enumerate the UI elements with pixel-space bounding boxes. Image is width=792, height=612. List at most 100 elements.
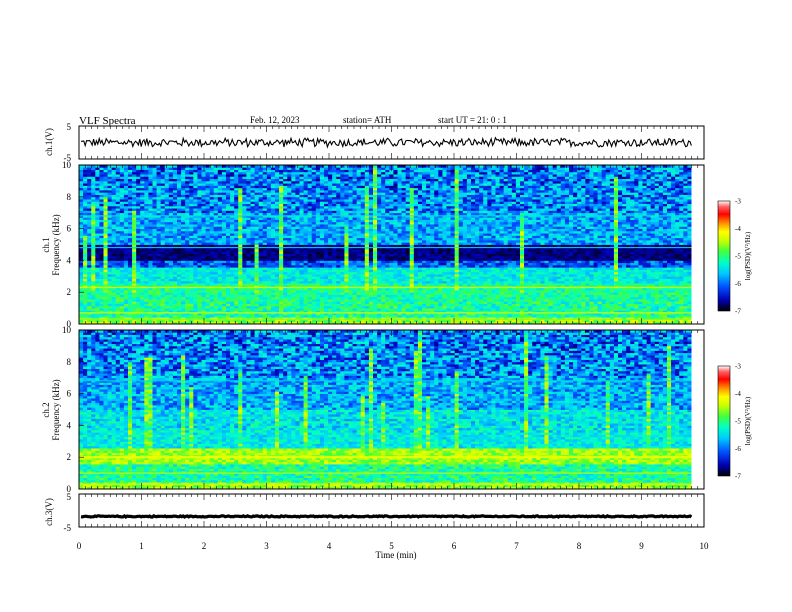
- spectrogram-cell: [352, 276, 358, 279]
- spectrogram-cell: [144, 187, 149, 191]
- spectrogram-cell: [332, 317, 337, 320]
- spectrogram-cell: [181, 235, 186, 239]
- spectrogram-cell: [83, 233, 88, 236]
- spectrogram-cell: [193, 321, 198, 325]
- spectrogram-cell: [132, 299, 137, 302]
- spectrogram-cell: [246, 235, 251, 239]
- spectrogram-cell: [119, 299, 125, 302]
- spectrogram-cell: [299, 296, 304, 300]
- spectrogram-cell: [295, 237, 300, 241]
- spectrogram-cell: [185, 167, 190, 170]
- spectrogram-cell: [205, 201, 211, 205]
- spectrogram-cell: [352, 237, 358, 241]
- spectrogram-cell: [275, 296, 280, 300]
- spectrogram-cell: [144, 185, 149, 189]
- spectrogram-cell: [238, 192, 243, 195]
- spectrogram-cell: [319, 178, 325, 182]
- spectrogram-cell: [144, 167, 149, 170]
- spectrogram-cell: [148, 280, 153, 284]
- spectrogram-cell: [319, 321, 325, 325]
- spectrogram-cell: [119, 258, 125, 261]
- spectrogram-cell: [209, 267, 215, 270]
- spectrogram-cell: [213, 171, 219, 175]
- spectrogram-cell: [115, 303, 121, 307]
- spectrogram-cell: [230, 212, 235, 216]
- spectrogram-cell: [283, 314, 288, 318]
- spectrogram-cell: [324, 230, 329, 234]
- spectrogram-cell: [205, 260, 211, 264]
- spectrogram-cell: [324, 192, 329, 195]
- spectrogram-cell: [181, 192, 186, 195]
- spectrogram-cell: [152, 303, 157, 307]
- spectrogram-cell: [295, 303, 300, 307]
- spectrogram-cell: [221, 226, 227, 229]
- spectrogram-cell: [283, 219, 288, 223]
- spectrogram-cell: [144, 310, 149, 314]
- spectrogram-cell: [181, 296, 186, 300]
- spectrogram-cell: [213, 253, 219, 257]
- spectrogram-cell: [287, 187, 292, 191]
- spectrogram-cell: [99, 169, 104, 173]
- spectrogram-cell: [319, 212, 325, 216]
- spectrogram-cell: [152, 253, 157, 257]
- spectrogram-cell: [177, 224, 182, 227]
- spectrogram-cell: [201, 276, 206, 279]
- spectrogram-cell: [107, 178, 113, 182]
- spectrogram-cell: [193, 308, 198, 311]
- spectrogram-cell: [177, 239, 182, 243]
- spectrogram-cell: [140, 228, 145, 232]
- spectrogram-cell: [217, 183, 223, 186]
- spectrogram-cell: [258, 271, 264, 275]
- spectrogram-cell: [181, 171, 186, 175]
- spectrogram-cell: [319, 185, 325, 189]
- spectrogram-cell: [226, 249, 231, 252]
- spectrogram-cell: [79, 183, 84, 186]
- spectrogram-cell: [185, 180, 190, 184]
- spectrogram-cell: [115, 283, 121, 286]
- spectrogram-cell: [172, 212, 178, 216]
- spectrogram-cell: [164, 208, 170, 211]
- spectrogram-cell: [156, 194, 162, 198]
- spectrogram-cell: [279, 226, 284, 229]
- spectrogram-cell: [111, 217, 117, 220]
- spectrogram-cell: [107, 303, 113, 307]
- spectrogram-cell: [160, 239, 166, 243]
- spectrogram-cell: [238, 221, 243, 225]
- spectrogram-cell: [238, 319, 243, 323]
- spectrogram-cell: [340, 253, 345, 257]
- spectrogram-cell: [295, 174, 300, 177]
- spectrogram-cell: [87, 171, 92, 175]
- spectrogram-cell: [217, 299, 223, 302]
- spectrogram-cell: [262, 167, 268, 170]
- spectrogram-cell: [283, 192, 288, 195]
- spectrogram-cell: [352, 303, 358, 307]
- spectrogram-cell: [193, 242, 198, 245]
- spectrogram-cell: [123, 321, 129, 325]
- spectrogram-cell: [226, 174, 231, 177]
- spectrogram-cell: [311, 251, 317, 254]
- spectrogram-cell: [107, 274, 113, 277]
- spectrogram-cell: [201, 308, 206, 311]
- spectrogram-cell: [352, 221, 358, 225]
- spectrogram-cell: [213, 189, 219, 193]
- spectrogram-cell: [213, 319, 219, 323]
- spectrogram-cell: [181, 251, 186, 254]
- spectrogram-cell: [103, 296, 108, 300]
- spectrogram-cell: [328, 267, 333, 270]
- spectrogram-cell: [217, 280, 223, 284]
- spectrogram-cell: [266, 237, 272, 241]
- spectrogram-cell: [250, 287, 255, 291]
- spectrogram-cell: [221, 180, 227, 184]
- spectrogram-cell: [254, 185, 260, 189]
- spectrogram-cell: [201, 249, 206, 252]
- spectrogram-cell: [266, 235, 272, 239]
- spectrogram-cell: [172, 267, 178, 270]
- spectrogram-cell: [315, 296, 321, 300]
- spectrogram-cell: [172, 274, 178, 277]
- spectrogram-cell: [197, 185, 202, 189]
- spectrogram-cell: [356, 310, 362, 314]
- spectrogram-cell: [230, 283, 235, 286]
- spectrogram-cell: [95, 237, 100, 241]
- spectrogram-cell: [238, 303, 243, 307]
- spectrogram-cell: [319, 294, 325, 298]
